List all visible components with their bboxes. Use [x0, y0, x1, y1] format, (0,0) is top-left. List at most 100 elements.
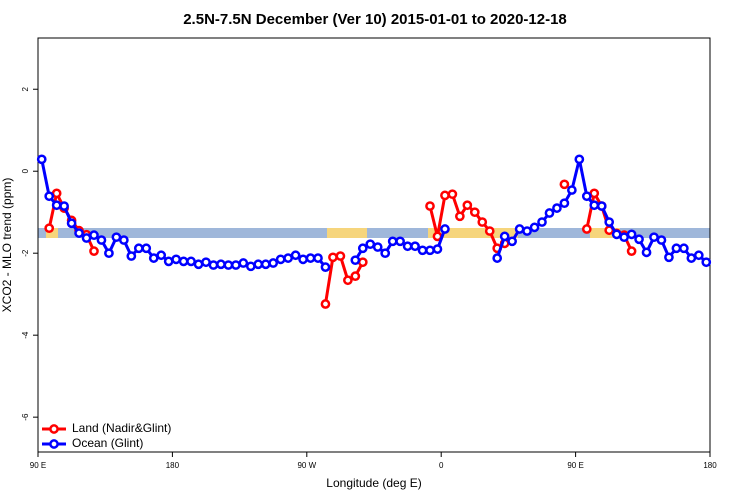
- legend-marker: [49, 424, 59, 434]
- data-point: [596, 201, 607, 211]
- data-point: [216, 259, 226, 270]
- x-tick-label: 90 E: [567, 461, 583, 470]
- data-point: [641, 247, 652, 258]
- data-point: [320, 299, 331, 309]
- data-point: [74, 228, 84, 238]
- data-point: [268, 258, 279, 268]
- land-ocean-strip: [38, 228, 710, 238]
- data-point: [81, 233, 92, 243]
- data-point: [178, 256, 189, 267]
- data-point: [290, 250, 301, 261]
- data-point: [387, 236, 398, 247]
- data-point: [36, 154, 47, 165]
- data-point: [260, 259, 271, 270]
- data-point: [126, 251, 137, 261]
- y-tick-label: 2: [21, 86, 30, 91]
- data-point: [66, 218, 77, 229]
- data-point: [231, 260, 241, 270]
- data-point: [440, 190, 450, 201]
- legend-label: Land (Nadir&Glint): [72, 421, 171, 435]
- land-patch: [46, 228, 58, 238]
- data-point: [537, 217, 547, 227]
- data-point: [44, 223, 55, 234]
- data-point: [679, 243, 689, 254]
- data-point: [589, 188, 600, 199]
- data-point: [119, 235, 129, 245]
- x-axis-label: Longitude (deg E): [326, 476, 421, 490]
- data-point: [171, 254, 181, 265]
- data-point: [619, 232, 629, 243]
- data-point: [604, 217, 615, 227]
- data-point: [335, 251, 346, 261]
- data-point: [275, 254, 286, 265]
- data-point: [193, 259, 204, 270]
- data-point: [402, 241, 413, 252]
- data-point: [447, 189, 458, 200]
- data-point: [365, 239, 376, 250]
- data-point: [133, 243, 144, 254]
- x-tick-label: 0: [439, 461, 444, 470]
- data-point: [462, 200, 473, 211]
- data-point: [163, 256, 174, 267]
- data-point: [581, 224, 592, 234]
- data-point: [425, 245, 435, 256]
- land-patch: [590, 228, 620, 238]
- data-point: [477, 217, 488, 227]
- data-point: [201, 257, 211, 268]
- data-point: [611, 229, 622, 240]
- chart-title: 2.5N-7.5N December (Ver 10) 2015-01-01 t…: [183, 11, 567, 28]
- x-tick-label: 90 W: [297, 461, 316, 470]
- ocean-strip: [38, 228, 710, 238]
- data-point: [559, 179, 570, 190]
- data-point: [51, 200, 62, 211]
- data-point: [649, 232, 659, 243]
- y-tick-label: -6: [21, 413, 30, 421]
- data-point: [208, 260, 219, 270]
- data-point: [59, 201, 69, 211]
- data-point: [223, 260, 234, 270]
- x-tick-label: 180: [703, 461, 717, 470]
- data-point: [253, 259, 264, 270]
- data-point: [514, 224, 525, 234]
- data-point: [492, 253, 503, 263]
- plot-frame: [37, 37, 711, 453]
- data-point: [298, 254, 308, 265]
- data-point: [656, 235, 667, 245]
- data-point: [51, 188, 62, 199]
- data-point: [507, 236, 517, 247]
- data-point: [686, 253, 697, 263]
- y-tick-label: 0: [21, 168, 30, 173]
- data-point: [350, 271, 361, 282]
- data-point: [693, 250, 704, 261]
- y-tick-label: -4: [21, 331, 30, 339]
- data-point: [89, 230, 99, 241]
- data-point: [455, 211, 465, 222]
- data-point: [96, 235, 107, 245]
- data-point: [581, 191, 592, 202]
- data-point: [328, 252, 338, 263]
- data-point: [305, 253, 316, 263]
- data-point: [372, 242, 383, 252]
- data-point: [552, 203, 562, 213]
- data-point: [664, 252, 674, 263]
- legend-marker: [49, 439, 59, 449]
- data-point: [529, 222, 540, 233]
- data-point: [559, 198, 570, 209]
- data-point: [320, 262, 331, 272]
- data-point: [283, 253, 293, 263]
- data-point: [567, 185, 577, 195]
- data-point: [432, 244, 443, 254]
- data-point: [141, 243, 152, 254]
- land-patch: [327, 228, 367, 238]
- data-point: [357, 257, 368, 268]
- data-point: [701, 257, 712, 268]
- data-point: [380, 248, 391, 259]
- data-point: [343, 275, 353, 286]
- data-point: [626, 246, 637, 256]
- data-point: [410, 241, 420, 252]
- data-point: [313, 253, 323, 263]
- data-point: [522, 226, 532, 236]
- data-point: [484, 226, 495, 236]
